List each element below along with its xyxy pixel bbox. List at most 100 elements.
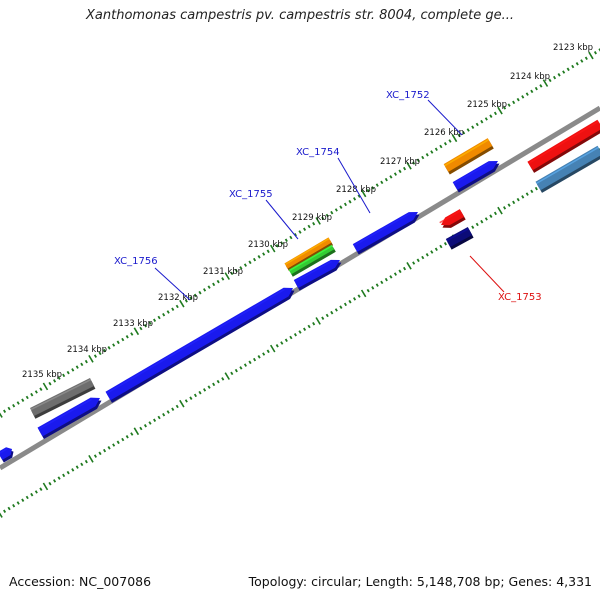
gene-label-xc1755[interactable]: XC_1755 — [229, 189, 299, 240]
tick-mark — [88, 354, 94, 363]
tick-mark — [262, 252, 266, 256]
gene-xc1755-green[interactable] — [288, 244, 336, 277]
tick-mark — [416, 158, 420, 163]
tick-mark — [53, 479, 57, 483]
tick-mark — [221, 277, 225, 281]
tick-mark — [588, 51, 594, 60]
tick-mark — [289, 235, 293, 240]
gene-features — [0, 119, 600, 463]
tick-mark — [384, 177, 388, 182]
tick-mark — [189, 296, 193, 300]
tick-mark — [266, 349, 270, 354]
tick-mark — [434, 247, 438, 252]
tick-label: 2125 kbp — [467, 100, 507, 110]
tick-mark — [103, 348, 107, 353]
tick-mark — [270, 244, 276, 253]
tick-mark — [157, 415, 161, 420]
accession-text: Accession: NC_007086 — [9, 574, 152, 589]
gene-label-xc1752[interactable]: XC_1752 — [386, 90, 463, 136]
tick-mark — [471, 225, 475, 229]
gene-body — [352, 212, 418, 252]
tick-mark — [98, 451, 102, 456]
tick-mark — [325, 313, 329, 318]
leader-line — [154, 267, 191, 301]
gene-xc1754[interactable] — [352, 212, 420, 255]
tick-mark — [7, 406, 11, 411]
gene-xc1752-blue[interactable] — [452, 161, 500, 193]
tick-mark — [375, 283, 379, 287]
gene-highlight — [536, 146, 599, 185]
tick-mark — [30, 392, 34, 397]
gene-highlight — [439, 210, 462, 224]
gene-xc1756[interactable] — [105, 287, 295, 403]
tick-label: 2135 kbp — [22, 370, 62, 380]
gene-xc1755-orange[interactable] — [284, 237, 334, 272]
tick-mark — [133, 327, 140, 336]
tick-mark — [207, 385, 211, 389]
tick-mark — [353, 297, 357, 301]
tick-mark — [412, 161, 416, 165]
gene-red-edge[interactable] — [527, 119, 600, 173]
tick-mark — [121, 437, 125, 442]
tick-label: 2131 kbp — [203, 267, 243, 277]
tick-mark — [107, 346, 111, 350]
tick-mark — [133, 427, 140, 436]
gene-blue-1[interactable] — [37, 397, 102, 439]
tick-label: 2128 kbp — [336, 185, 376, 195]
tick-mark — [203, 388, 207, 392]
tick-mark — [471, 125, 475, 129]
tick-label: 2132 kbp — [158, 293, 198, 303]
tick-mark — [166, 310, 170, 314]
tick-mark — [21, 498, 25, 502]
tick-mark — [321, 216, 325, 220]
tick-mark — [512, 200, 516, 205]
tick-mark — [25, 495, 29, 500]
gene-blue-3[interactable] — [293, 259, 342, 291]
gene-blue-edge-left[interactable] — [0, 447, 14, 463]
tick-mark — [239, 266, 243, 270]
tick-mark — [80, 462, 84, 467]
tick-mark — [66, 370, 70, 375]
gene-xc1752-orange[interactable] — [443, 138, 494, 175]
tick-label: 2134 kbp — [67, 345, 107, 355]
tick-mark — [462, 130, 466, 135]
tick-mark — [298, 230, 302, 234]
tick-mark — [125, 335, 129, 339]
tick-mark — [39, 387, 43, 391]
gene-gray-feature[interactable] — [30, 378, 96, 419]
tick-mark — [162, 412, 166, 417]
gene-body — [441, 209, 465, 226]
tick-mark — [198, 390, 202, 395]
tick-mark — [248, 260, 252, 265]
tick-mark — [566, 67, 570, 72]
tick-mark — [312, 221, 316, 226]
gene-label-xc1756[interactable]: XC_1756 — [114, 256, 191, 301]
tick-mark — [42, 482, 49, 491]
tick-mark — [521, 95, 525, 99]
tick-mark — [116, 340, 120, 345]
tick-mark — [280, 341, 284, 345]
tick-mark — [203, 288, 207, 292]
tick-mark — [143, 324, 147, 328]
tick-mark — [315, 317, 321, 325]
tick-mark — [284, 338, 288, 343]
tick-mark — [451, 134, 458, 143]
gene-xc1753-red[interactable] — [439, 209, 466, 228]
tick-mark — [439, 244, 443, 249]
gene-xc1753-dark[interactable] — [445, 227, 474, 250]
gene-label-xc1753[interactable]: XC_1753 — [469, 255, 542, 303]
tick-mark — [103, 448, 107, 453]
gene-steel-edge[interactable] — [535, 145, 600, 193]
tick-mark — [516, 97, 520, 102]
gene-body — [284, 237, 332, 269]
tick-mark — [512, 100, 516, 105]
tick-label: 2130 kbp — [248, 240, 288, 250]
gene-body — [527, 119, 600, 171]
gene-label-xc1754[interactable]: XC_1754 — [296, 147, 371, 214]
tick-mark — [112, 443, 116, 447]
tick-mark — [539, 84, 543, 88]
gene-label-text: XC_1753 — [498, 292, 542, 303]
tick-mark — [253, 357, 257, 362]
tick-mark — [553, 75, 557, 80]
